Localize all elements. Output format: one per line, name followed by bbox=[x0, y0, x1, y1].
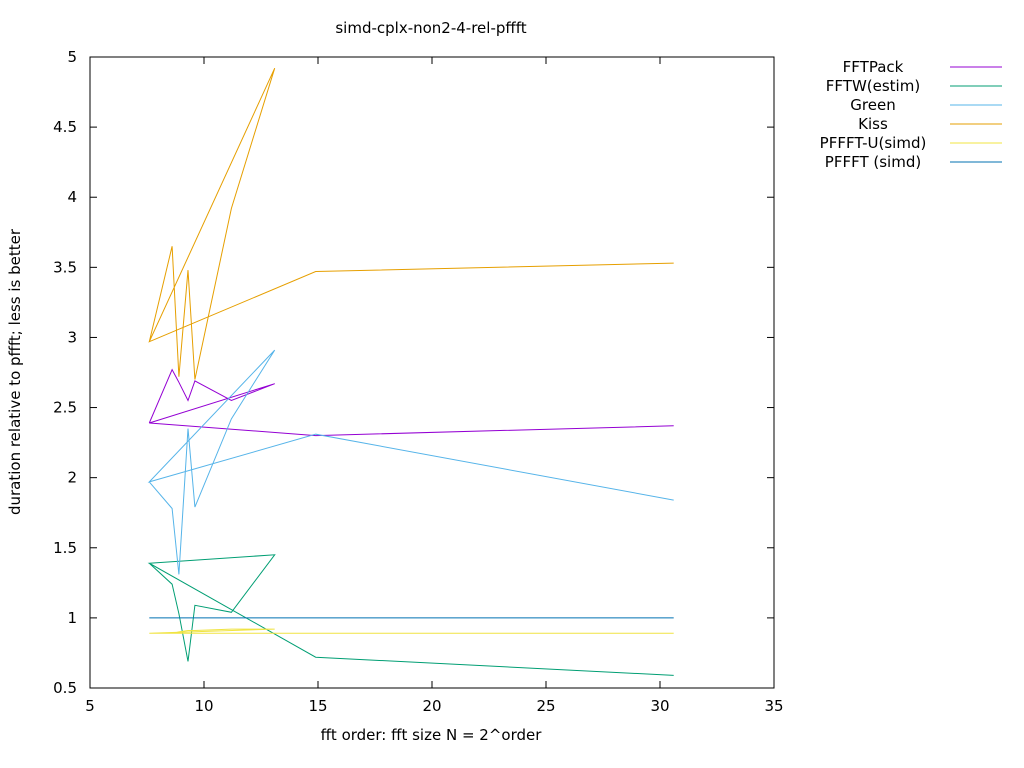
y-tick-label: 4.5 bbox=[53, 118, 77, 136]
y-tick-label: 5 bbox=[67, 48, 77, 66]
legend-label: PFFFT-U(simd) bbox=[820, 134, 927, 152]
legend-label: PFFFT (simd) bbox=[825, 153, 921, 171]
x-tick-label: 35 bbox=[764, 697, 783, 715]
x-tick-label: 30 bbox=[650, 697, 669, 715]
y-axis-label: duration relative to pffft; less is bett… bbox=[6, 228, 24, 515]
y-tick-label: 0.5 bbox=[53, 679, 77, 697]
series-line-3 bbox=[147, 349, 674, 575]
x-tick-label: 20 bbox=[422, 697, 441, 715]
series-line-1 bbox=[148, 368, 674, 437]
series-layer bbox=[147, 67, 674, 676]
series-line-5 bbox=[149, 628, 674, 634]
x-axis-ticks: 5 10 15 20 25 30 35 bbox=[85, 57, 784, 715]
plot-frame bbox=[89, 56, 775, 689]
legend-label: FFTW(estim) bbox=[826, 77, 920, 95]
x-tick-label: 10 bbox=[194, 697, 213, 715]
chart-title: simd-cplx-non2-4-rel-pffft bbox=[335, 19, 526, 37]
y-tick-label: 1 bbox=[67, 609, 77, 627]
series-line-4 bbox=[148, 67, 674, 380]
y-tick-label: 2 bbox=[67, 469, 77, 487]
y-tick-label: 2.5 bbox=[53, 399, 77, 417]
x-tick-label: 5 bbox=[85, 697, 95, 715]
y-tick-label: 4 bbox=[67, 188, 77, 206]
series-line-2 bbox=[147, 554, 674, 676]
legend: FFTPackFFTW(estim)GreenKissPFFFT-U(simd)… bbox=[820, 58, 1002, 171]
y-tick-label: 3 bbox=[67, 328, 77, 346]
x-tick-label: 15 bbox=[308, 697, 327, 715]
legend-label: Green bbox=[850, 96, 895, 114]
y-tick-label: 1.5 bbox=[53, 539, 77, 557]
legend-label: Kiss bbox=[858, 115, 888, 133]
legend-label: FFTPack bbox=[843, 58, 904, 76]
y-axis-ticks: 0.5 1 1.5 2 2.5 3 3.5 4 4.5 5 bbox=[53, 48, 774, 697]
y-tick-label: 3.5 bbox=[53, 258, 77, 276]
x-axis-label: fft order: fft size N = 2^order bbox=[321, 726, 543, 744]
x-tick-label: 25 bbox=[536, 697, 555, 715]
